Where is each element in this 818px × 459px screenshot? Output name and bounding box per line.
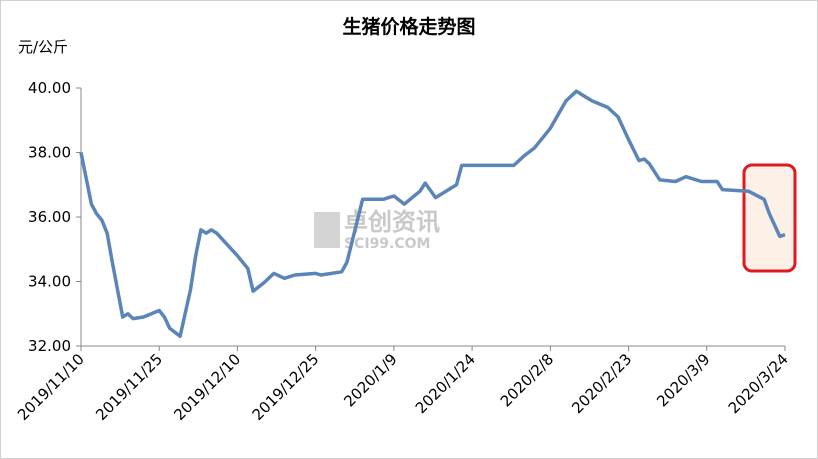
y-tick-label: 32.00 (28, 337, 71, 355)
y-tick-label: 34.00 (28, 273, 71, 291)
y-unit: 元/公斤 (18, 38, 68, 56)
watermark: SCI99.COM (344, 236, 430, 252)
y-tick-label: 36.00 (28, 208, 71, 226)
watermark-logo (314, 212, 340, 248)
chart-title: 生猪价格走势图 (342, 15, 475, 38)
y-tick-label: 38.00 (28, 144, 71, 162)
y-tick-label: 40.00 (28, 79, 71, 97)
series-line (79, 89, 786, 339)
